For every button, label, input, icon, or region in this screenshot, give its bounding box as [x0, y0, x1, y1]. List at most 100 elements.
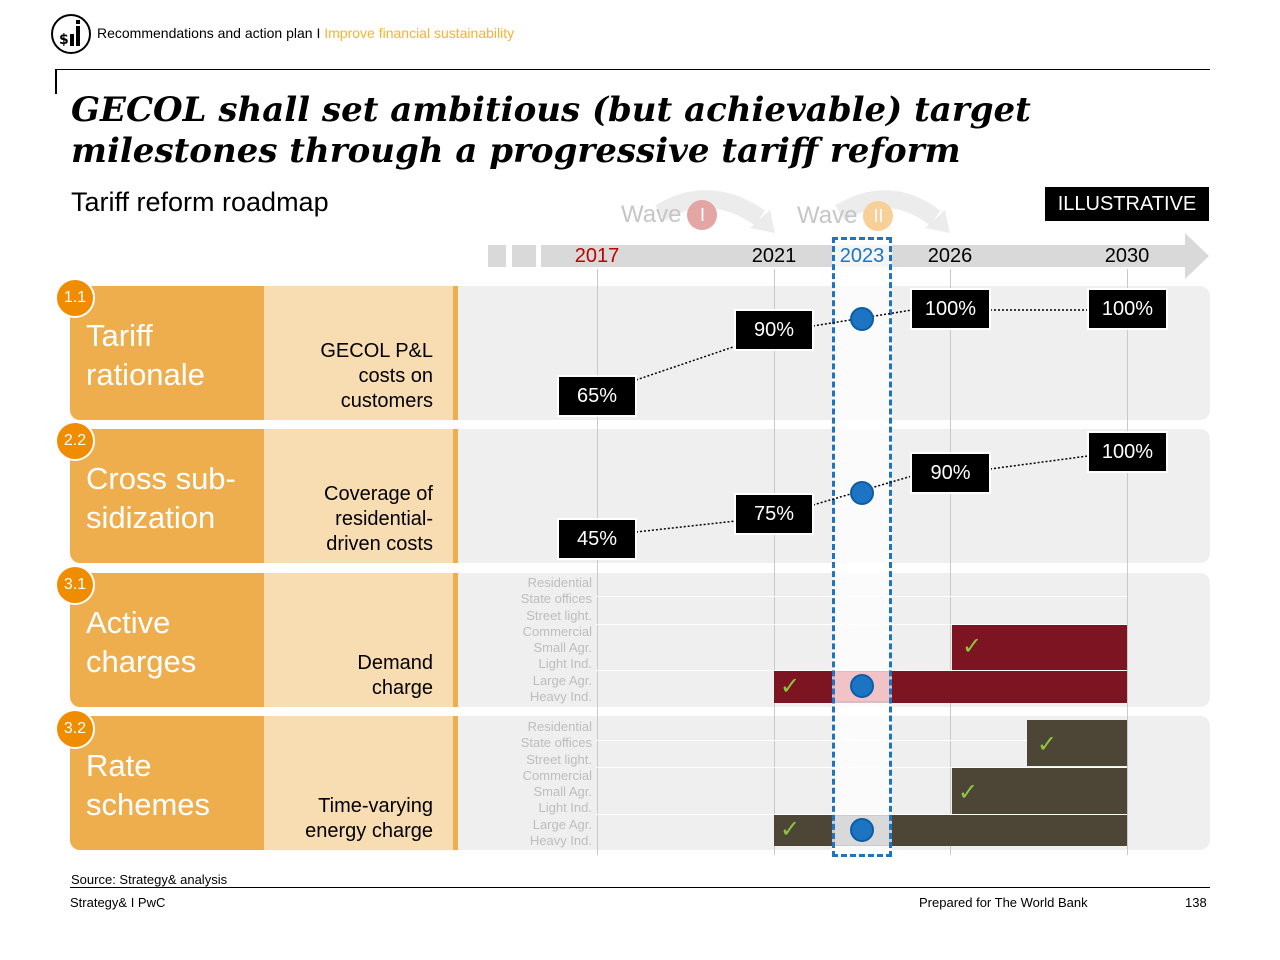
class-residential: Residential	[527, 575, 592, 590]
source-note: Source: Strategy& analysis	[71, 872, 228, 887]
class-large-agr: Large Agr.	[532, 672, 592, 688]
year-line-2026	[950, 269, 951, 855]
check-icon: ✓	[780, 673, 801, 700]
milestone-row1-2026: 100%	[910, 288, 991, 330]
page-title: GECOL shall set ambitious (but achievabl…	[71, 90, 1031, 171]
row-3-desc-cell: Demand charge	[264, 573, 453, 707]
row-2-badge: 2.2	[55, 421, 95, 461]
footer-rule	[70, 887, 1210, 888]
row-1-label-line1: Tariff	[86, 318, 153, 353]
breadcrumb: Recommendations and action plan I Improv…	[97, 25, 514, 41]
row-1-desc-cell: GECOL P&L costs on customers	[264, 286, 453, 420]
customer-class-list-active: Residential State offices Street light. …	[521, 575, 592, 705]
class-state-offices: State offices	[520, 735, 592, 751]
class-commercial: Commercial	[522, 767, 592, 783]
milestone-row1-2017: 65%	[557, 375, 637, 417]
check-icon: ✓	[1037, 731, 1058, 758]
row-2-desc-line3: driven costs	[326, 533, 433, 555]
milestone-row2-2021: 75%	[734, 493, 814, 535]
row-3-stripe	[453, 573, 458, 707]
year-2017: 2017	[574, 245, 620, 267]
check-icon: ✓	[962, 633, 983, 660]
year-line-2030	[1127, 269, 1128, 855]
year-2023: 2023	[839, 245, 885, 267]
page-number: 138	[1185, 895, 1207, 910]
row-3-badge: 3.1	[55, 565, 95, 605]
row-4-description: Time-varying energy charge	[305, 794, 433, 844]
milestone-row2-2017: 45%	[557, 518, 637, 560]
row-1-badge: 1.1	[55, 278, 95, 318]
header-rule	[57, 69, 1210, 70]
breadcrumb-accent: Improve financial sustainability	[324, 25, 515, 41]
class-light-ind: Light Ind.	[538, 656, 593, 672]
class-commercial: Commercial	[522, 623, 592, 639]
row-4-label-line1: Rate	[86, 748, 152, 783]
wave-2: Wave II	[797, 201, 894, 231]
pwc-logo-icon: $	[51, 14, 91, 54]
class-residential: Residential	[527, 719, 592, 734]
check-icon: ✓	[780, 816, 801, 843]
row-3-desc-line2: charge	[371, 677, 433, 699]
row-1-desc-line3: customers	[340, 390, 433, 412]
milestone-2023-dot	[850, 818, 874, 842]
row-4-desc-line1: Time-varying	[318, 795, 433, 817]
class-heavy-ind: Heavy Ind.	[529, 689, 592, 705]
row-4-stripe	[453, 716, 458, 850]
row-2-desc-line1: Coverage of	[324, 483, 433, 505]
timeline-segment-1	[488, 245, 506, 267]
row-4-desc-line2: energy charge	[305, 820, 433, 842]
row-4-label-cell: Rate schemes	[70, 716, 264, 850]
milestone-row2-2026: 90%	[910, 452, 991, 494]
row-2-label-line1: Cross sub-	[86, 461, 236, 496]
wave-2-badge: II	[863, 201, 894, 231]
row-2-label-line2: sidization	[86, 500, 216, 535]
year-2030: 2030	[1104, 245, 1150, 267]
row-1-stripe	[453, 286, 458, 420]
illustrative-tag: ILLUSTRATIVE	[1045, 187, 1209, 221]
row-1-desc-line1: GECOL P&L	[320, 340, 433, 362]
rate-schemes-bar-2026	[952, 768, 1127, 814]
year-2021: 2021	[751, 245, 797, 267]
customer-class-list-rate: Residential State offices Street light. …	[521, 719, 592, 849]
check-icon: ✓	[958, 779, 979, 806]
year-line-2017	[597, 269, 598, 855]
class-light-ind: Light Ind.	[538, 800, 593, 816]
timeline-arrowhead	[1185, 233, 1209, 279]
active-charges-bar-2026	[952, 625, 1127, 670]
milestone-row2-2030: 100%	[1087, 431, 1168, 473]
milestone-2023-dot	[850, 307, 874, 331]
timeline-segment-2	[512, 245, 536, 267]
rate-schemes-bar-2028	[1027, 720, 1127, 766]
row-2-stripe	[453, 429, 458, 563]
milestone-row1-2021: 90%	[734, 309, 814, 351]
breadcrumb-section: Recommendations and action plan I	[97, 25, 321, 41]
wave-2-label: Wave	[797, 202, 858, 229]
header-rule-tick	[55, 69, 57, 94]
row-2-label-cell: Cross sub- sidization	[70, 429, 264, 563]
row-3-desc-line1: Demand	[357, 652, 433, 674]
row-2-desc-line2: residential-	[335, 508, 433, 530]
class-large-agr: Large Agr.	[532, 816, 592, 832]
row-4-badge: 3.2	[55, 709, 95, 749]
row-1-description: GECOL P&L costs on customers	[320, 339, 433, 414]
row-4-desc-cell: Time-varying energy charge	[264, 716, 453, 850]
milestone-2023-dot	[850, 481, 874, 505]
year-2026: 2026	[927, 245, 973, 267]
class-state-offices: State offices	[520, 591, 592, 607]
class-small-agr: Small Agr.	[533, 784, 592, 800]
row-2-desc-cell: Coverage of residential- driven costs	[264, 429, 453, 563]
class-street-light: Street light.	[526, 607, 592, 623]
footer-brand: Strategy& I PwC	[70, 895, 166, 910]
milestone-2023-dot	[850, 674, 874, 698]
row-3-label-line2: charges	[86, 644, 197, 679]
wave-arrows	[655, 190, 950, 233]
row-3-description: Demand charge	[357, 651, 433, 701]
class-small-agr: Small Agr.	[533, 640, 592, 656]
row-3-label-cell: Active charges	[70, 573, 264, 707]
wave-1-label: Wave	[621, 201, 682, 228]
row-4-label-line2: schemes	[86, 787, 211, 822]
year-line-2021	[774, 269, 775, 855]
row-2-label: Cross sub- sidization	[86, 459, 236, 537]
row-2-description: Coverage of residential- driven costs	[324, 482, 433, 557]
